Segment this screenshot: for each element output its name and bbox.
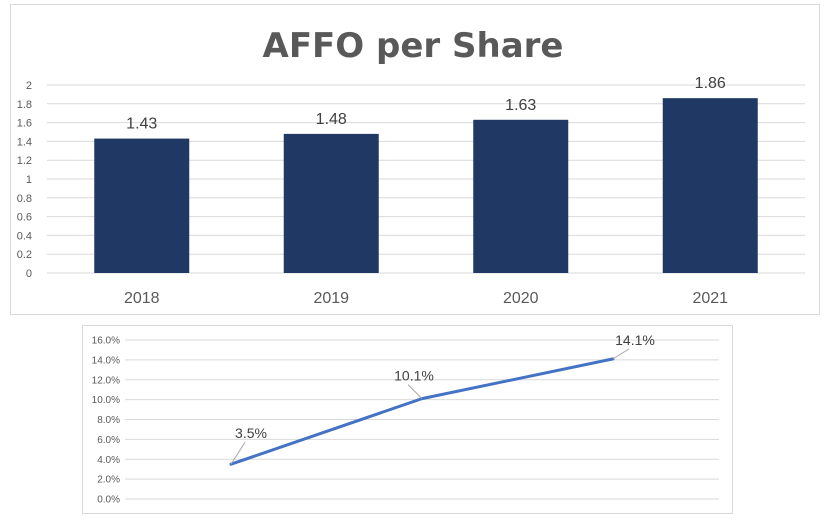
- x-tick-label: 2018: [124, 290, 160, 307]
- bar-data-label: 1.86: [695, 75, 726, 92]
- bar: [283, 133, 379, 273]
- y-tick-label: 16.0%: [92, 336, 120, 347]
- affo-bar-chart: AFFO per Share 0 0.2 0.4 0.6 0.8 1 1.2 1.4 1.6 1.…: [10, 4, 820, 315]
- y-tick-label: 1: [26, 174, 32, 186]
- bar-data-label: 1.63: [505, 97, 536, 114]
- y-tick-label: 1.6: [17, 118, 32, 130]
- y-tick-label: 1.8: [17, 99, 32, 111]
- y-tick-label: 6.0%: [97, 435, 120, 446]
- leader-line: [407, 384, 423, 399]
- y-tick-label: 0.8: [17, 193, 32, 205]
- y-tick-label: 0.2: [17, 249, 32, 261]
- y-tick-label: 2.0%: [97, 475, 120, 486]
- y-tick-label: 4.0%: [97, 455, 120, 466]
- y-tick-label: 10.0%: [92, 395, 120, 406]
- x-tick-label: 2019: [313, 290, 349, 307]
- y-tick-label: 8.0%: [97, 415, 120, 426]
- y-tick-label: 1.4: [17, 136, 32, 148]
- y-tick-label: 1.2: [17, 155, 32, 167]
- leader-line: [230, 441, 246, 465]
- chart-title: AFFO per Share: [263, 26, 564, 66]
- x-tick-label: 2021: [692, 290, 728, 307]
- y-tick-label: 2: [26, 80, 32, 92]
- y-tick-label: 14.0%: [92, 355, 120, 366]
- y-tick-label: 0.6: [17, 212, 32, 224]
- point-data-label: 3.5%: [235, 425, 267, 441]
- point-data-label: 14.1%: [615, 332, 655, 348]
- bar: [94, 138, 190, 273]
- y-tick-label: 0.4: [17, 230, 32, 242]
- line-chart-svg: 0.0% 2.0% 4.0% 6.0% 8.0% 10.0% 12.0% 14.0% 16.0%…: [92, 332, 719, 506]
- bar: [473, 119, 569, 273]
- bar-chart-svg: AFFO per Share 0 0.2 0.4 0.6 0.8 1 1.2 1.4 1.6 1.…: [17, 26, 805, 307]
- point-data-label: 10.1%: [394, 368, 434, 384]
- y-tick-label: 12.0%: [92, 375, 120, 386]
- y-tick-label: 0: [26, 268, 32, 280]
- growth-line-chart: 0.0% 2.0% 4.0% 6.0% 8.0% 10.0% 12.0% 14.0% 16.0%…: [82, 325, 733, 514]
- y-tick-label: 0.0%: [97, 495, 120, 506]
- leader-line: [612, 348, 630, 360]
- bar-data-label: 1.48: [316, 111, 347, 128]
- bar: [662, 98, 758, 273]
- x-tick-label: 2020: [503, 290, 539, 307]
- bar-data-label: 1.43: [126, 116, 157, 133]
